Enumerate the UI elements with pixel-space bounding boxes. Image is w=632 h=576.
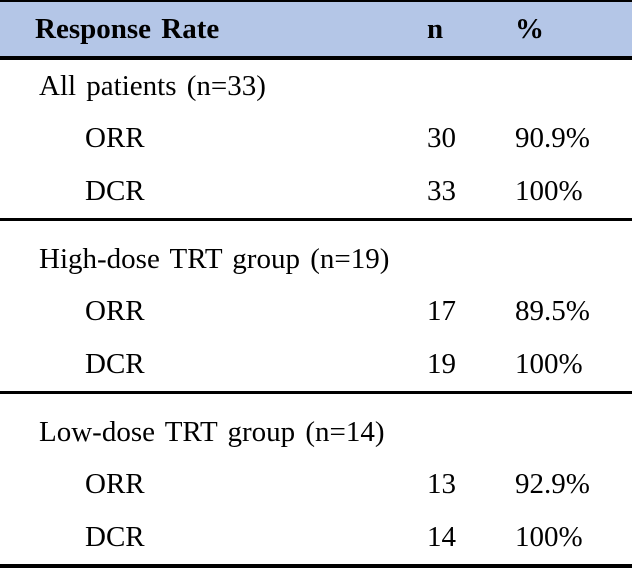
row-label: DCR bbox=[85, 348, 145, 380]
row-n-value: 33 bbox=[427, 175, 456, 207]
row-percent-value: 100% bbox=[515, 175, 583, 207]
section-all-patients: All patients (n=33) ORR 30 90.9% DCR 33 … bbox=[0, 60, 632, 221]
row-label: DCR bbox=[85, 175, 145, 207]
section-title: Low-dose TRT group (n=14) bbox=[39, 415, 385, 448]
row-n-value: 13 bbox=[427, 468, 456, 500]
section-title-row: All patients (n=33) bbox=[0, 60, 632, 112]
row-percent-value: 89.5% bbox=[515, 295, 590, 327]
row-n-value: 14 bbox=[427, 521, 456, 553]
table-row: DCR 19 100% bbox=[0, 338, 632, 391]
header-cell-percent: % bbox=[515, 12, 544, 45]
row-label: ORR bbox=[85, 122, 145, 154]
section-title: High-dose TRT group (n=19) bbox=[39, 242, 390, 275]
row-n-value: 17 bbox=[427, 295, 456, 327]
row-n-value: 30 bbox=[427, 122, 456, 154]
table-row: DCR 33 100% bbox=[0, 165, 632, 218]
row-n-value: 19 bbox=[427, 348, 456, 380]
row-percent-value: 90.9% bbox=[515, 122, 590, 154]
section-low-dose-trt: Low-dose TRT group (n=14) ORR 13 92.9% D… bbox=[0, 394, 632, 568]
section-title-row: Low-dose TRT group (n=14) bbox=[0, 406, 632, 458]
section-title: All patients (n=33) bbox=[39, 69, 266, 102]
row-label: DCR bbox=[85, 521, 145, 553]
header-cell-response-rate: Response Rate bbox=[35, 12, 220, 45]
table-row: DCR 14 100% bbox=[0, 511, 632, 564]
row-label: ORR bbox=[85, 468, 145, 500]
table-row: ORR 30 90.9% bbox=[0, 112, 632, 165]
row-label: ORR bbox=[85, 295, 145, 327]
row-percent-value: 92.9% bbox=[515, 468, 590, 500]
header-cell-n: n bbox=[427, 12, 444, 45]
section-title-row: High-dose TRT group (n=19) bbox=[0, 233, 632, 285]
row-percent-value: 100% bbox=[515, 348, 583, 380]
table-row: ORR 17 89.5% bbox=[0, 285, 632, 338]
table-header-row: Response Rate n % bbox=[0, 0, 632, 60]
section-high-dose-trt: High-dose TRT group (n=19) ORR 17 89.5% … bbox=[0, 221, 632, 394]
table-row: ORR 13 92.9% bbox=[0, 458, 632, 511]
row-percent-value: 100% bbox=[515, 521, 583, 553]
